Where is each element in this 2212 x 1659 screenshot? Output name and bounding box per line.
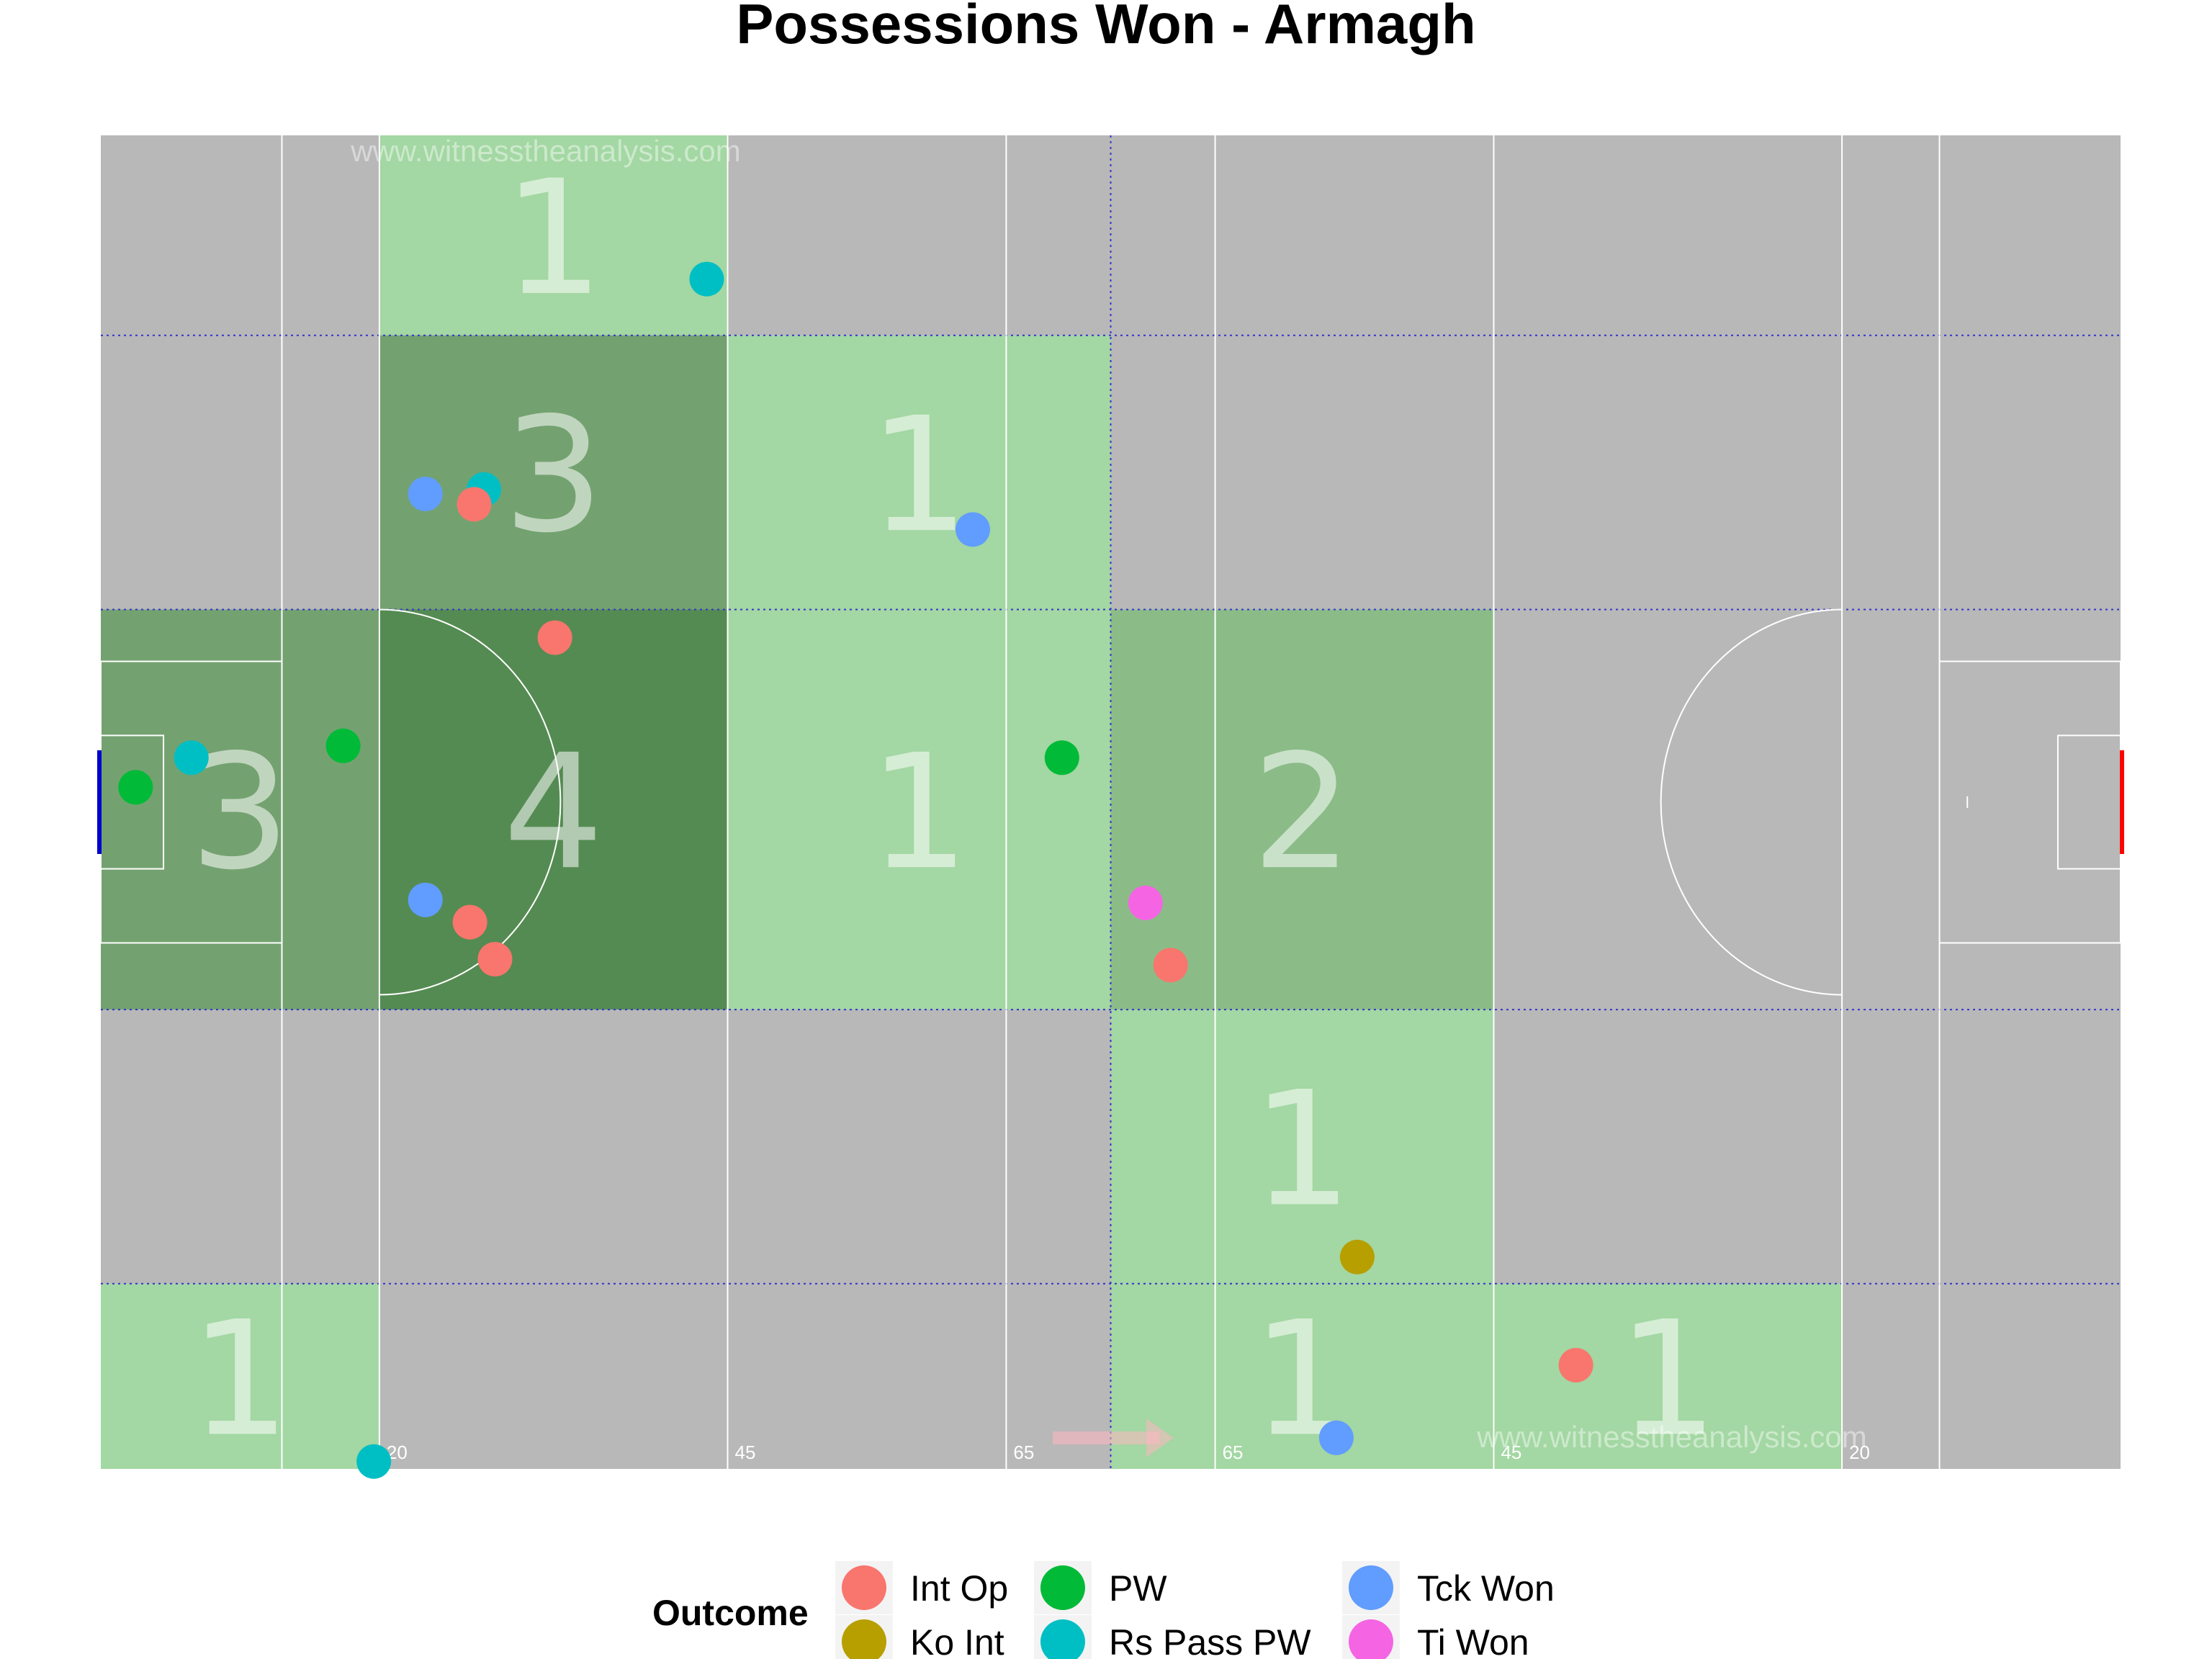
zone-count-2: 1 (869, 383, 970, 567)
distance-tick-labels: 20 45 65 65 45 20 (387, 1442, 1870, 1463)
zone-count-6: 2 (1251, 720, 1352, 904)
legend-label-2: PW (1109, 1568, 1167, 1609)
zone-cell-10 (1493, 1283, 1843, 1469)
arc-left (379, 608, 561, 996)
tick-label-3: 65 (1013, 1442, 1034, 1463)
point-17 (1318, 1420, 1354, 1455)
legend-key-4 (1349, 1565, 1393, 1610)
legend-label-3: Rs Pass PW (1109, 1622, 1311, 1659)
zone-count-0: 1 (503, 146, 604, 331)
point-1 (408, 476, 443, 511)
zone-count-10: 1 (1617, 1287, 1718, 1471)
zone-cell-6 (1110, 609, 1494, 1010)
arc-right (1660, 608, 1843, 996)
goal-right (2120, 750, 2124, 855)
legend-key-2 (1040, 1565, 1085, 1610)
zone-count-7: 1 (1251, 1057, 1352, 1241)
watermark-top: www.witnesstheanalysis.com (350, 134, 741, 168)
point-12 (477, 942, 513, 977)
point-11 (452, 904, 487, 940)
chart-title: Possessions Won - Armagh (736, 0, 1475, 55)
goal-left (97, 750, 102, 855)
legend-label-5: Ti Won (1417, 1622, 1529, 1659)
tick-label-4: 65 (1223, 1442, 1244, 1463)
zone-count-5: 1 (869, 720, 970, 904)
zone-grid (101, 135, 2121, 1469)
point-3 (457, 487, 492, 522)
zone-cell-8 (101, 1283, 379, 1469)
attack-direction-arrow (1053, 1419, 1174, 1457)
zone-cell-9 (1110, 1283, 1494, 1469)
zone-cell-2 (727, 335, 1111, 610)
point-10 (408, 882, 443, 917)
zone-cell-0 (379, 135, 728, 336)
point-18 (356, 1444, 392, 1479)
event-points (118, 261, 1593, 1479)
zone-count-4: 4 (503, 720, 604, 904)
point-0 (689, 261, 724, 297)
zone-cell-5 (727, 609, 1111, 1010)
tick-label-6: 20 (1849, 1442, 1870, 1463)
zone-cell-1 (379, 335, 728, 610)
legend-label-4: Tck Won (1417, 1568, 1555, 1609)
point-7 (174, 740, 209, 775)
point-8 (118, 770, 153, 805)
watermark-bottom: www.witnesstheanalysis.com (1476, 1420, 1867, 1454)
legend-label-0: Int Op (910, 1568, 1008, 1609)
point-14 (1153, 948, 1188, 983)
zone-cell-7 (1110, 1010, 1494, 1284)
zone-count-labels: 13 13 4 1 211 1 1 (189, 146, 1718, 1471)
point-5 (537, 620, 572, 655)
point-13 (1128, 885, 1163, 920)
legend-title: Outcome (652, 1593, 809, 1633)
legend: Outcome Int Op Ko Int PW Rs Pass PW Tck Won T… (652, 1561, 1555, 1659)
zone-cell-4 (379, 609, 728, 1010)
legend-label-1: Ko Int (910, 1622, 1004, 1659)
pitch-markings (97, 135, 2124, 1469)
point-16 (1558, 1347, 1593, 1382)
point-6 (325, 728, 361, 763)
legend-key-3 (1040, 1619, 1085, 1659)
legend-key-0 (842, 1565, 886, 1610)
legend-key-1 (842, 1619, 886, 1659)
zone-count-1: 3 (503, 383, 604, 567)
zone-count-8: 1 (189, 1287, 290, 1471)
point-9 (1044, 740, 1079, 775)
tick-label-5: 45 (1501, 1442, 1521, 1463)
point-4 (955, 512, 990, 547)
point-15 (1339, 1239, 1375, 1274)
tick-label-2: 45 (735, 1442, 756, 1463)
legend-key-5 (1349, 1619, 1393, 1659)
